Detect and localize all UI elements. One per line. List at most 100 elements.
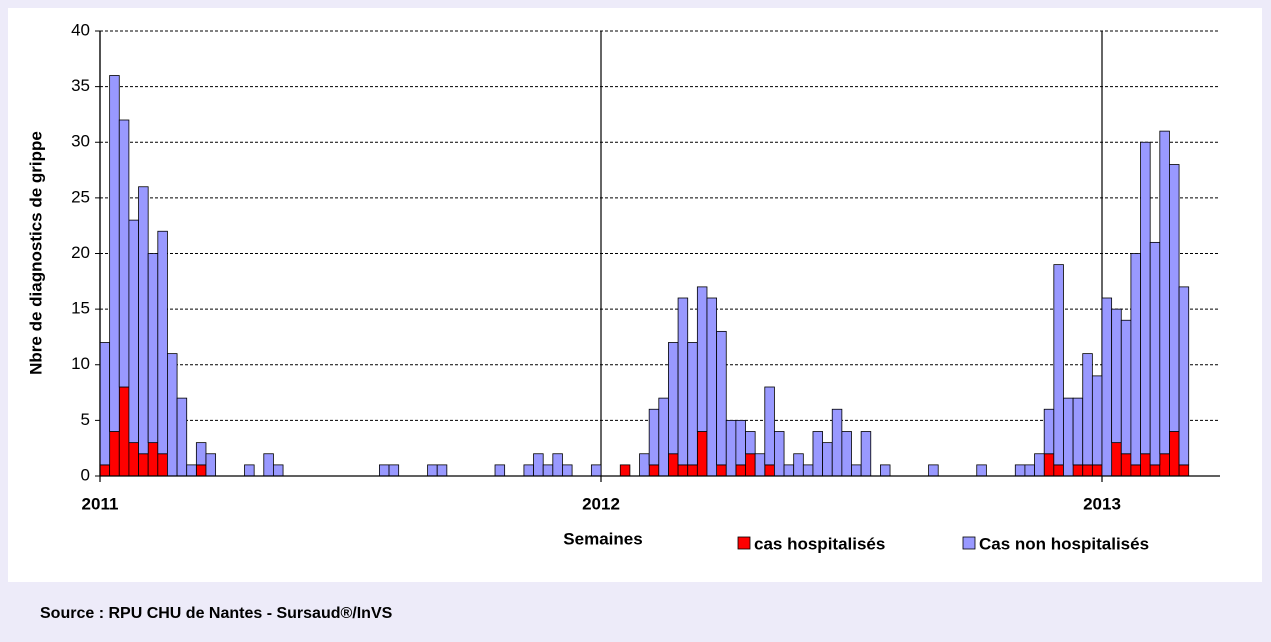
bar-segment (427, 464, 438, 477)
bar-segment (1043, 453, 1055, 477)
bar-segment (696, 431, 708, 477)
bar-segment (138, 186, 149, 455)
bar-segment (745, 431, 756, 455)
y-tick-label: 20 (71, 243, 90, 262)
bar-segment (1091, 464, 1103, 477)
bar-segment (1149, 241, 1161, 466)
bar-segment (379, 464, 390, 477)
bar-segment (1082, 464, 1093, 477)
legend-label: cas hospitalisés (754, 534, 885, 553)
bar-segment (783, 464, 795, 477)
bar-segment (1149, 464, 1161, 477)
bar-segment (195, 464, 207, 477)
bar-segment (668, 453, 679, 477)
bar-segment (735, 464, 746, 477)
bar-segment (735, 419, 746, 466)
bar-segment (1169, 164, 1180, 432)
bar-segment (812, 431, 823, 477)
legend-swatch (737, 536, 751, 550)
bar-segment (1101, 297, 1113, 477)
bar-segment (802, 464, 814, 477)
y-tick-label: 25 (71, 187, 90, 206)
bar-segment (658, 397, 669, 477)
x-tick-label: 2011 (82, 494, 119, 513)
bar-segment (176, 397, 188, 477)
bar-segment (99, 464, 111, 477)
bar-segment (851, 464, 862, 477)
y-tick-label: 0 (81, 465, 90, 484)
bar-segment (138, 453, 149, 477)
bar-segment (147, 442, 159, 477)
legend-swatch (962, 536, 976, 550)
bar-segment (976, 464, 987, 477)
bar-segment (109, 75, 120, 432)
bar-segment (648, 464, 660, 477)
bar-segment (1082, 353, 1093, 466)
bar-segment (725, 419, 737, 477)
bar-segment (716, 464, 727, 477)
bar-segment (118, 119, 130, 388)
bar-segment (706, 297, 718, 477)
bar-segment (523, 464, 534, 477)
bar-segment (205, 453, 217, 477)
y-tick-label: 40 (71, 20, 90, 39)
bar-segment (677, 297, 689, 466)
bar-segment (831, 408, 843, 477)
bar-segment (793, 453, 804, 477)
y-tick-label: 5 (81, 410, 90, 429)
bar-segment (590, 464, 602, 477)
bar-segment (1063, 397, 1074, 477)
bar-segment (128, 219, 139, 444)
y-axis-label: Nbre de diagnostics de grippe (26, 131, 45, 375)
bar-segment (1140, 453, 1151, 477)
y-tick-label: 15 (71, 299, 90, 318)
bar-segment (436, 464, 448, 477)
bar-segment (1091, 375, 1103, 466)
bar-segment (648, 408, 660, 466)
bar-segment (928, 464, 939, 477)
bar-segment (716, 330, 727, 466)
bar-segment (273, 464, 284, 477)
y-tick-label: 30 (71, 132, 90, 151)
source: Source : RPU CHU de Nantes - Sursaud®/In… (40, 605, 393, 622)
bar-segment (1034, 453, 1045, 477)
bar-segment (118, 386, 130, 477)
bar-segment (774, 431, 785, 477)
bar-segment (668, 342, 679, 455)
bar-segment (244, 464, 255, 477)
bar-segment (754, 453, 766, 477)
bar-segment (562, 464, 573, 477)
bar-segment (1130, 253, 1141, 466)
x-tick-label: 2012 (582, 494, 620, 513)
bar-segment (552, 453, 563, 477)
bar-segment (128, 442, 139, 477)
bar-segment (677, 464, 689, 477)
bar-segment (639, 453, 650, 477)
bar-segment (167, 353, 178, 477)
bar-segment (1130, 464, 1141, 477)
bar-segment (764, 386, 775, 466)
bar-segment (195, 442, 207, 466)
bar-segment (1053, 464, 1064, 477)
bar-segment (1169, 431, 1180, 477)
bar-segment (687, 464, 698, 477)
bar-segment (99, 342, 111, 466)
bar-segment (822, 442, 833, 477)
bar-segment (186, 464, 197, 477)
y-tick-label: 10 (71, 354, 90, 373)
bar-segment (764, 464, 775, 477)
bar-segment (533, 453, 544, 477)
legend-label: Cas non hospitalisés (979, 534, 1149, 553)
bar-segment (619, 464, 631, 477)
bar-segment (1178, 464, 1190, 477)
bar-segment (1111, 442, 1122, 477)
x-tick-label: 2013 (1083, 494, 1121, 513)
bar-segment (494, 464, 506, 477)
bar-segment (1072, 464, 1084, 477)
bar-segment (1140, 141, 1151, 455)
bar-segment (1043, 408, 1055, 455)
bar-segment (1159, 453, 1170, 477)
bar-segment (696, 286, 708, 432)
bar-segment (1120, 453, 1132, 477)
